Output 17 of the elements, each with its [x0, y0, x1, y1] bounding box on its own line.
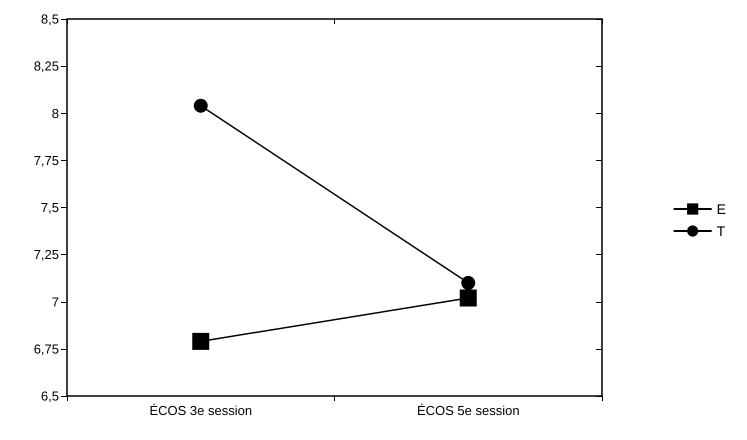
- point: [461, 276, 476, 290]
- y-tick-label: 7,5: [40, 200, 59, 215]
- y-tick-label: 7,75: [34, 152, 59, 168]
- point: [194, 98, 208, 113]
- point: [460, 289, 477, 306]
- x-tick-label: ÉCOS 3e session: [149, 403, 252, 418]
- y-tick-label: 6,75: [34, 341, 59, 356]
- legend-label: T: [716, 223, 726, 239]
- y-tick-label: 7: [52, 294, 59, 310]
- y-tick-label: 7,25: [34, 247, 59, 262]
- y-tick-label: 8,5: [40, 12, 59, 26]
- legend-label: E: [716, 201, 726, 217]
- y-tick-label: 6,5: [40, 388, 59, 404]
- y-tick-label: 8,25: [34, 58, 59, 74]
- x-tick-label: ÉCOS 5e session: [416, 403, 520, 418]
- point: [192, 332, 210, 350]
- y-tick-label: 8: [52, 106, 59, 121]
